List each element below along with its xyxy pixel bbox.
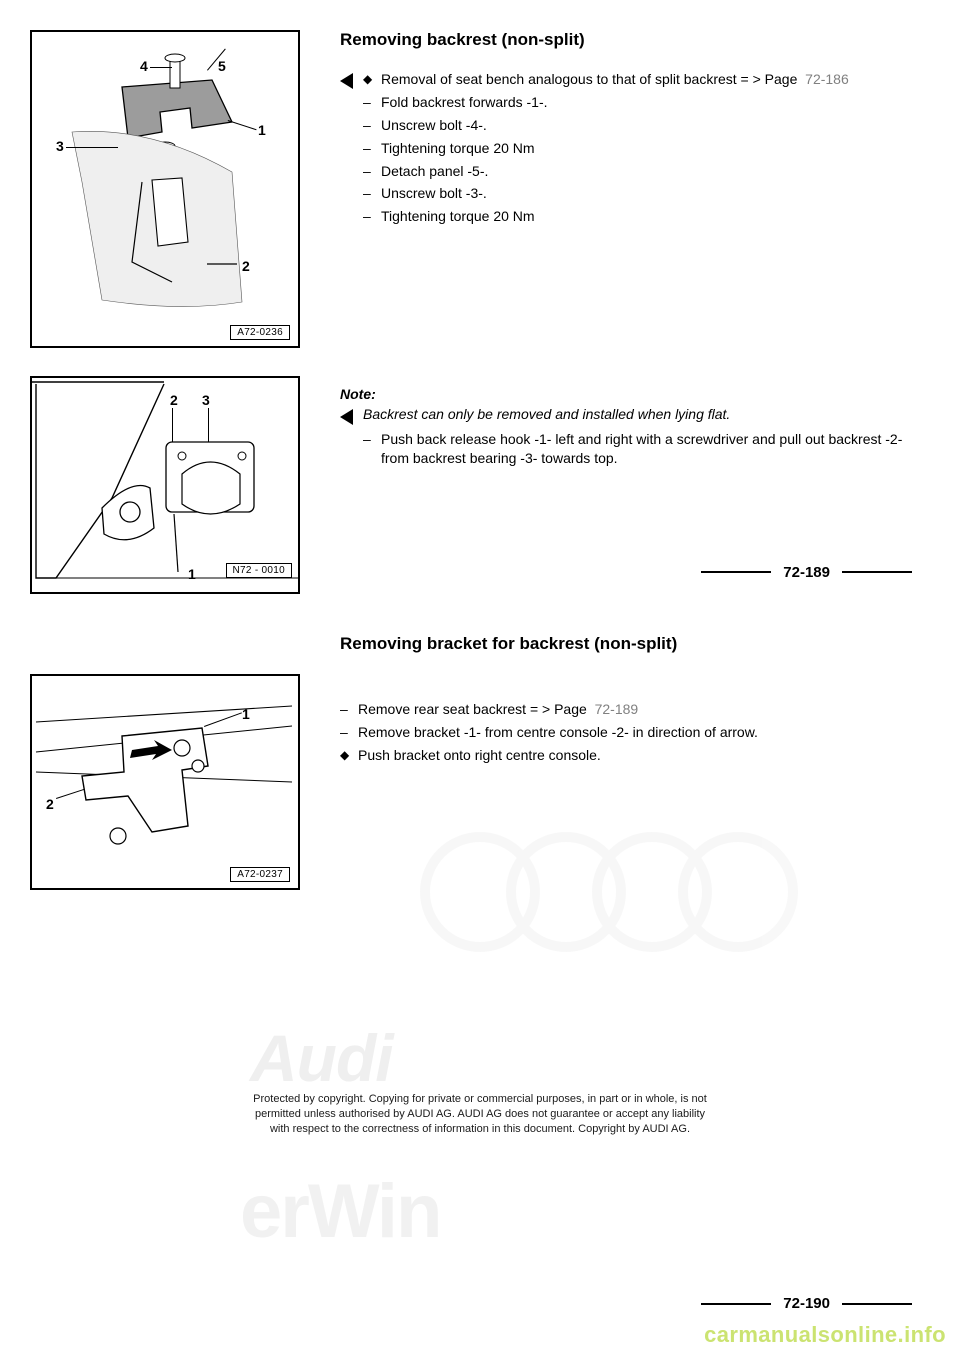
figure-2-label: N72 - 0010 (226, 563, 292, 578)
section1-text: Removing backrest (non-split) Removal of… (340, 30, 920, 348)
note-label: Note: (340, 386, 912, 402)
page-number: 72-189 (783, 564, 830, 581)
section1-list: Removal of seat bench analogous to that … (363, 70, 912, 226)
copyright-block: Protected by copyright. Copying for priv… (0, 1092, 960, 1137)
page-ref: 72-186 (805, 71, 849, 87)
figure-3-label: A72-0237 (230, 867, 290, 882)
erwin-watermark: erWin (240, 1168, 440, 1255)
section1-pointer-row: Removal of seat bench analogous to that … (340, 70, 912, 230)
figure-1-column: 3 4 5 1 2 A72-0236 (30, 30, 310, 348)
section3-list: Remove rear seat backrest = > Page 72-18… (340, 700, 912, 765)
page-ref: 72-189 (595, 701, 639, 717)
note-body: Backrest can only be removed and install… (363, 406, 912, 422)
audi-text-watermark: Audi (250, 1020, 393, 1096)
list-item: Unscrew bolt -4-. (363, 116, 912, 135)
list-item: Detach panel -5-. (363, 162, 912, 181)
section2-list: Push back release hook -1- left and righ… (363, 430, 912, 468)
section3-title: Removing bracket for backrest (non-split… (340, 634, 912, 654)
rule-left (701, 571, 771, 573)
section-removing-backrest: 3 4 5 1 2 A72-0236 Removing backrest (no… (30, 30, 920, 348)
page-number-row-1: 72-189 (340, 564, 912, 581)
site-watermark: carmanualsonline.info (704, 1322, 946, 1348)
figure-1-label: A72-0236 (230, 325, 290, 340)
fig1-callout-5: 5 (218, 58, 226, 74)
list-text: Remove rear seat backrest = > Page (358, 701, 587, 717)
list-item: Remove rear seat backrest = > Page 72-18… (340, 700, 912, 719)
figure-3-drawing (32, 676, 298, 888)
figure-2: 2 3 1 N72 - 0010 (30, 376, 300, 594)
fig1-callout-1: 1 (258, 122, 266, 138)
list-item: Removal of seat bench analogous to that … (363, 70, 912, 89)
left-pointer-icon (340, 409, 353, 425)
rule-right (842, 571, 912, 573)
left-pointer-icon (340, 73, 353, 89)
section-note: 2 3 1 N72 - 0010 Note: Backrest can only… (30, 376, 920, 594)
fig3-callout-2: 2 (46, 796, 54, 812)
fig3-callout-1: 1 (242, 706, 250, 722)
list-item: Push bracket onto right centre console. (340, 746, 912, 765)
rule-right (842, 1303, 912, 1305)
fig2-callout-1: 1 (188, 566, 196, 582)
rule-left (701, 1303, 771, 1305)
list-item: Push back release hook -1- left and righ… (363, 430, 912, 468)
figure-1-drawing (32, 32, 298, 346)
section2-text: Note: Backrest can only be removed and i… (340, 376, 920, 594)
list-item: Tightening torque 20 Nm (363, 139, 912, 158)
list-item: Remove bracket -1- from centre console -… (340, 723, 912, 742)
figure-1: 3 4 5 1 2 A72-0236 (30, 30, 300, 348)
figure-2-column: 2 3 1 N72 - 0010 (30, 376, 310, 594)
list-item: Unscrew bolt -3-. (363, 184, 912, 203)
copyright-line: Protected by copyright. Copying for priv… (0, 1092, 960, 1107)
fig1-callout-4: 4 (140, 58, 148, 74)
page-number-row-2: 72-190 (701, 1295, 912, 1312)
fig1-callout-2: 2 (242, 258, 250, 274)
list-item: Tightening torque 20 Nm (363, 207, 912, 226)
figure-2-drawing (32, 378, 298, 592)
figure-3: 1 2 A72-0237 (30, 674, 300, 890)
page-root: Audi erWin (0, 0, 960, 1358)
fig2-callout-3: 3 (202, 392, 210, 408)
list-item: Fold backrest forwards -1-. (363, 93, 912, 112)
fig1-callout-3: 3 (56, 138, 64, 154)
page-number: 72-190 (783, 1295, 830, 1312)
fig2-callout-2: 2 (170, 392, 178, 408)
section1-title: Removing backrest (non-split) (340, 30, 912, 50)
figure-3-column: 1 2 A72-0237 (30, 634, 310, 890)
copyright-line: permitted unless authorised by AUDI AG. … (0, 1107, 960, 1122)
section2-pointer-row: Backrest can only be removed and install… (340, 406, 912, 472)
list-text: Removal of seat bench analogous to that … (381, 71, 797, 87)
copyright-line: with respect to the correctness of infor… (0, 1122, 960, 1137)
